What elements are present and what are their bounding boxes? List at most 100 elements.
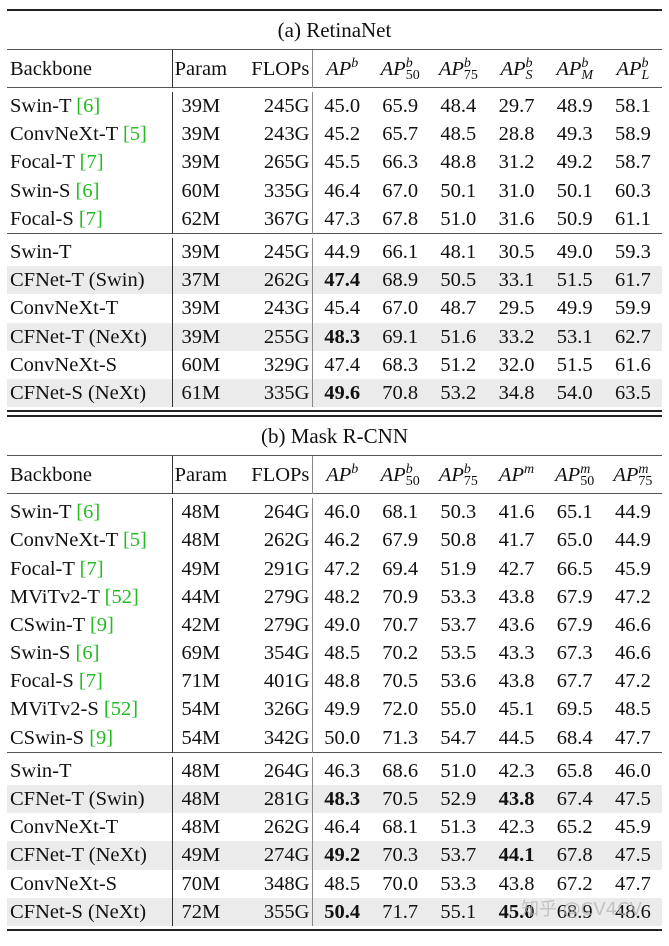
- metric-cell: 48.5: [440, 123, 477, 146]
- backbone-cell: CFNet-T (NeXt): [7, 841, 173, 870]
- backbone-name: MViTv2-T: [10, 585, 100, 608]
- table-row: ConvNeXt-T 39M 243G 45.4 67.0 48.7 29.5 49.9 59.…: [7, 294, 662, 323]
- metric-cell: 67.9: [382, 529, 419, 552]
- metric-cell: 45.5: [312, 148, 372, 177]
- citation-link[interactable]: [52]: [103, 698, 139, 721]
- citation-link[interactable]: [5]: [122, 123, 147, 146]
- metric-cell: 51.3: [440, 816, 477, 839]
- param-cell: 39M: [171, 294, 229, 323]
- metric-cell: 68.3: [382, 353, 419, 376]
- metric-cell: 70.5: [382, 670, 419, 693]
- backbone-cell: Swin-S [6]: [7, 177, 173, 205]
- param-cell: 39M: [171, 120, 229, 149]
- header-backbone: Backbone: [10, 463, 92, 486]
- metric-cell: 67.2: [556, 872, 593, 895]
- metric-cell: 51.0: [440, 207, 477, 230]
- metric-sub: 50: [405, 67, 420, 83]
- citation-link[interactable]: [9]: [89, 613, 114, 636]
- citation-link[interactable]: [5]: [122, 529, 147, 552]
- citation-link[interactable]: [6]: [76, 501, 101, 524]
- param-cell: 39M: [171, 92, 229, 121]
- metric-sub: 75: [463, 67, 478, 83]
- table-row: ConvNeXt-S 70M 348G 48.5 70.0 53.3 43.8 67.2 47.…: [7, 869, 662, 898]
- backbone-name: Swin-S: [10, 179, 71, 202]
- metric-cell: 65.7: [382, 123, 419, 146]
- metric-scripts: m: [524, 462, 534, 488]
- metric-cell: 61.1: [614, 207, 651, 230]
- citation-link[interactable]: [7]: [79, 151, 104, 174]
- metric-cell: 50.8: [440, 529, 477, 552]
- backbone-cell: CFNet-T (Swin): [7, 266, 173, 295]
- metric-sup: b: [581, 55, 589, 71]
- metric-cell: 46.2: [312, 526, 372, 555]
- metric-cell: 71.7: [371, 897, 430, 926]
- param-cell: 61M: [171, 378, 229, 408]
- metric-cell: 47.2: [614, 585, 651, 608]
- group-rule: [7, 232, 662, 238]
- metric-cell: 50.9: [556, 207, 593, 230]
- table-row: CFNet-T (NeXt) 49M 274G 49.2 70.3 53.7 44.1 67.…: [7, 841, 662, 870]
- metric-cell: 49.6: [312, 378, 372, 408]
- backbone-name: CFNet-T (Swin): [10, 269, 145, 292]
- backbone-name: Swin-T: [10, 95, 72, 118]
- table-row: Focal-S [7] 62M 367G 47.3 67.8 51.0 31.6 50.9 61…: [7, 204, 662, 234]
- metric-cell: 49.0: [312, 610, 372, 639]
- metric-sup: m: [638, 461, 649, 477]
- flops-cell: 348G: [263, 872, 310, 895]
- citation-link[interactable]: [7]: [78, 670, 103, 693]
- backbone-name: CFNet-S (NeXt): [10, 381, 147, 404]
- metric-cell: 50.1: [556, 179, 593, 202]
- metric-cell: 59.3: [614, 241, 651, 264]
- metric-cell: 43.8: [498, 670, 535, 693]
- header-metric: AP b: [312, 456, 372, 494]
- metric-cell: 58.7: [614, 151, 651, 174]
- metric-cell: 49.2: [556, 151, 593, 174]
- header-flops: FLOPs: [251, 463, 310, 486]
- citation-link[interactable]: [6]: [75, 179, 100, 202]
- table-row: Swin-T 48M 264G 46.3 68.6 51.0 42.3 65.8 46.0: [7, 756, 662, 785]
- metric-cell: 70.5: [371, 784, 430, 814]
- param-cell: 71M: [171, 667, 229, 696]
- metric-cell: 65.9: [382, 95, 419, 118]
- metric-cell: 51.9: [440, 557, 477, 580]
- metric-cell: 48.5: [614, 698, 651, 721]
- metric-cell: 47.5: [603, 784, 662, 814]
- backbone-name: ConvNeXt-T: [10, 123, 118, 146]
- param-cell: 44M: [171, 582, 229, 611]
- table-row: ConvNeXt-T [5] 39M 243G 45.2 65.7 48.5 28.8 49.…: [7, 120, 662, 149]
- metric-cell: 70.3: [371, 841, 430, 870]
- metric-cell: 69.5: [556, 698, 593, 721]
- metric-cell: 50.5: [429, 266, 488, 295]
- backbone-cell: Swin-T [6]: [7, 92, 173, 120]
- flops-cell: 355G: [228, 897, 313, 926]
- citation-link[interactable]: [9]: [89, 726, 114, 749]
- table-row: Swin-S [6] 69M 354G 48.5 70.2 53.5 43.3 67.3 46.…: [7, 639, 662, 668]
- results-table: Backbone Param FLOPs AP b AP b 50 AP b 75 AP b S AP b M…: [7, 50, 662, 408]
- metric-cell: 46.4: [312, 813, 372, 842]
- metric-cell: 28.8: [498, 123, 535, 146]
- metric-sub: 50: [580, 473, 595, 489]
- header-metric: AP m 50: [546, 456, 604, 494]
- table-row: CFNet-T (Swin) 48M 281G 48.3 70.5 52.9 43.8 67.…: [7, 784, 662, 814]
- row-group: Swin-T [6] 48M 264G 46.0 68.1 50.3 41.6 65.1 44.…: [7, 493, 662, 753]
- metric-cell: 51.5: [556, 353, 593, 376]
- backbone-cell: CFNet-T (NeXt): [7, 322, 173, 351]
- metric-base: AP: [326, 463, 352, 486]
- metric-scripts: b: [351, 462, 358, 488]
- metric-cell: 55.0: [440, 698, 477, 721]
- citation-link[interactable]: [7]: [79, 557, 104, 580]
- citation-link[interactable]: [52]: [104, 585, 139, 608]
- citation-link[interactable]: [7]: [78, 207, 103, 230]
- metric-cell: 45.0: [312, 92, 372, 121]
- table-row: CSwin-T [9] 42M 279G 49.0 70.7 53.7 43.6 67.9 46…: [7, 610, 662, 639]
- group-rule: [7, 493, 662, 499]
- header-param: Param: [171, 50, 229, 88]
- citation-link[interactable]: [6]: [76, 95, 101, 118]
- paper-figure: (a) RetinaNet Backbone Param FLOPs AP b AP b 50…: [7, 0, 662, 931]
- metric-sub: [524, 476, 534, 488]
- citation-link[interactable]: [6]: [75, 642, 100, 665]
- metric-scripts: b 50: [406, 462, 420, 488]
- metric-cell: 50.0: [312, 723, 372, 753]
- metric-cell: 45.9: [614, 816, 651, 839]
- metric-cell: 59.9: [614, 297, 651, 320]
